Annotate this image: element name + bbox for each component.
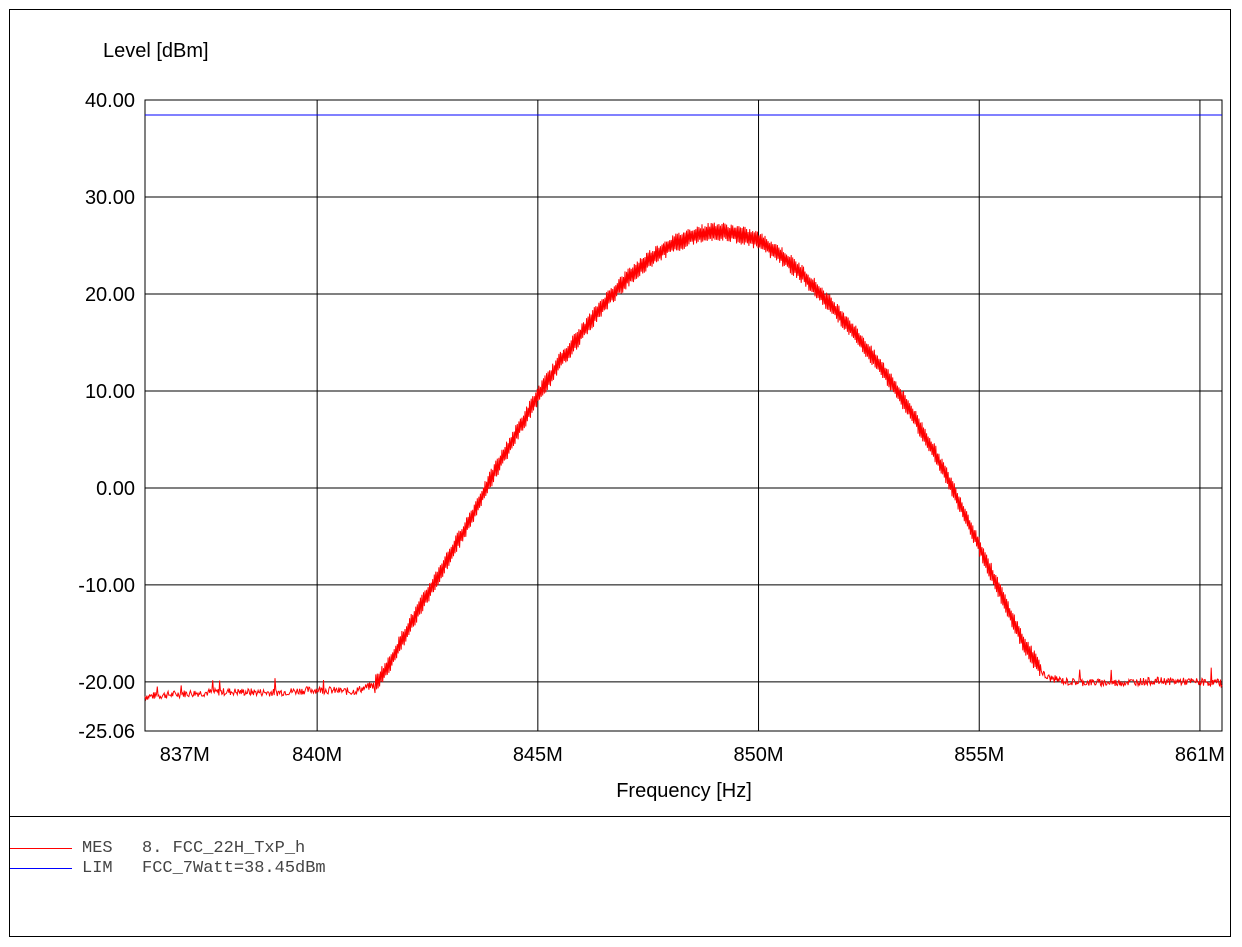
y-tick-label: 30.00: [85, 187, 135, 209]
legend-swatch-mes: [10, 847, 72, 849]
x-axis-label: Frequency [Hz]: [616, 780, 752, 802]
x-tick-label: 845M: [513, 744, 563, 766]
y-tick-label: -25.06: [78, 721, 135, 743]
legend-tag-mes: MES: [82, 838, 113, 858]
tick-labels: 40.00 30.00 20.00 10.00 0.00 -10.00 -20.00 -25.…: [78, 90, 1225, 766]
y-tick-label: -20.00: [78, 672, 135, 694]
legend-item-mes: MES 8. FCC_22H_TxP_h: [10, 838, 305, 858]
plot-frame: [9, 9, 1231, 937]
x-tick-label: 861M: [1175, 744, 1225, 766]
y-tick-label: 20.00: [85, 284, 135, 306]
legend-text-mes: 8. FCC_22H_TxP_h: [142, 838, 306, 858]
legend-text-lim: FCC_7Watt=38.45dBm: [142, 858, 326, 878]
series-line-mes: [144, 222, 1223, 702]
x-tick-label: 850M: [734, 744, 784, 766]
plot-area: [144, 99, 1223, 732]
grid: [145, 99, 1222, 732]
x-tick-label: 837M: [160, 744, 210, 766]
series-layer: [144, 114, 1223, 702]
legend-swatch-lim: [10, 867, 72, 869]
legend-tag-lim: LIM: [82, 858, 113, 878]
y-axis-label: Level [dBm]: [103, 40, 209, 62]
y-tick-label: -10.00: [78, 575, 135, 597]
x-tick-label: 840M: [292, 744, 342, 766]
y-tick-label: 0.00: [96, 478, 135, 500]
y-tick-label: 40.00: [85, 90, 135, 112]
y-tick-label: 10.00: [85, 381, 135, 403]
legend-divider: [9, 816, 1231, 817]
x-tick-label: 855M: [954, 744, 1004, 766]
legend-item-lim: LIM FCC_7Watt=38.45dBm: [10, 858, 326, 878]
